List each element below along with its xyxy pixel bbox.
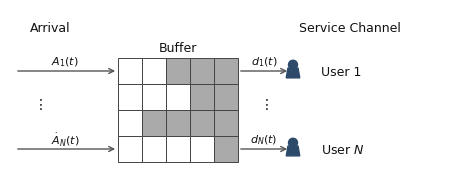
Text: $\vdots$: $\vdots$ bbox=[33, 98, 43, 112]
Bar bbox=[214, 110, 238, 136]
Bar bbox=[214, 84, 238, 110]
Text: $\vdots$: $\vdots$ bbox=[259, 98, 269, 112]
Text: User 1: User 1 bbox=[321, 67, 361, 80]
Text: $\dot{A}_N(t)$: $\dot{A}_N(t)$ bbox=[51, 131, 79, 148]
Circle shape bbox=[288, 60, 297, 69]
Bar bbox=[214, 136, 238, 162]
Text: $d_N(t)$: $d_N(t)$ bbox=[250, 133, 278, 147]
Bar bbox=[118, 84, 142, 110]
Bar bbox=[118, 136, 142, 162]
Bar bbox=[190, 110, 214, 136]
Bar bbox=[190, 58, 214, 84]
Bar bbox=[214, 58, 238, 84]
Bar bbox=[142, 110, 166, 136]
Bar bbox=[142, 58, 166, 84]
Text: Buffer: Buffer bbox=[159, 42, 197, 55]
Polygon shape bbox=[286, 146, 300, 156]
Bar bbox=[166, 110, 190, 136]
Text: Service Channel: Service Channel bbox=[299, 21, 401, 34]
Polygon shape bbox=[286, 68, 300, 78]
Bar bbox=[118, 110, 142, 136]
Text: $A_1(t)$: $A_1(t)$ bbox=[51, 55, 79, 69]
Bar bbox=[142, 136, 166, 162]
Text: $d_1(t)$: $d_1(t)$ bbox=[251, 55, 277, 69]
Bar bbox=[166, 84, 190, 110]
Text: User $N$: User $N$ bbox=[321, 144, 364, 158]
Bar bbox=[142, 84, 166, 110]
Bar bbox=[118, 58, 142, 84]
Text: Arrival: Arrival bbox=[30, 21, 70, 34]
Bar bbox=[166, 58, 190, 84]
Bar bbox=[190, 136, 214, 162]
Bar bbox=[166, 136, 190, 162]
Bar bbox=[190, 84, 214, 110]
Circle shape bbox=[288, 138, 297, 147]
